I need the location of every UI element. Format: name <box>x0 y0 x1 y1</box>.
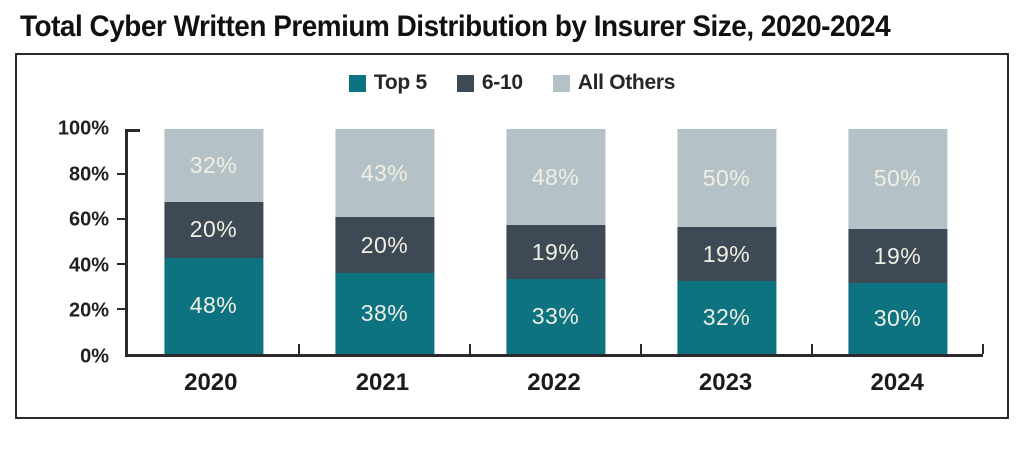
legend-item-all-others: All Others <box>552 71 676 95</box>
bar-segment-label: 43% <box>360 159 409 186</box>
x-axis-label: 2020 <box>184 369 238 396</box>
bar-segment: 32% <box>676 281 777 354</box>
bar-segment-label: 48% <box>531 163 580 190</box>
bar-segment: 19% <box>676 227 777 282</box>
bar-segment: 48% <box>163 257 264 354</box>
stacked-bar: 32% 20% 48% <box>163 129 264 354</box>
legend: Top 5 6-10 All Others <box>17 71 1007 95</box>
stacked-bar: 48% 19% 33% <box>505 129 606 354</box>
bar-segment-label: 20% <box>189 216 238 243</box>
stacked-bar: 43% 20% 38% <box>334 129 435 354</box>
y-tick-label: 60% <box>68 208 109 231</box>
x-axis-label: 2024 <box>870 369 924 396</box>
x-axis-tick <box>811 344 813 354</box>
stacked-bar: 50% 19% 30% <box>847 129 948 355</box>
plot-row: 0% 20% 40% 60% 80% 100% 32% 20% 48% 43% 20% 38% 48%… <box>17 118 1007 368</box>
bar-segment-label: 50% <box>873 165 922 192</box>
bar-segment: 33% <box>505 279 606 354</box>
bar-segment-label: 19% <box>702 240 751 267</box>
y-tick <box>117 308 125 310</box>
bar-segment-label: 38% <box>360 299 409 326</box>
bar-segment-label: 20% <box>360 231 409 258</box>
y-axis-top-cap <box>128 129 140 132</box>
plot-area: 32% 20% 48% 43% 20% 38% 48% 19% 33% 50% 19% 32% 50% 1… <box>117 129 984 357</box>
bar-segment: 20% <box>334 217 435 273</box>
legend-label-6-10: 6-10 <box>481 71 523 94</box>
legend-label-all-others: All Others <box>577 71 676 94</box>
bar-segment: 19% <box>505 225 606 280</box>
bar-column: 50% 19% 30% <box>812 129 984 355</box>
x-axis-tick <box>982 344 984 354</box>
bar-segment-label: 48% <box>189 292 238 319</box>
bar-segment: 50% <box>847 129 948 229</box>
bar-column: 48% 19% 33% <box>470 129 642 354</box>
bar-segment-label: 30% <box>873 305 922 332</box>
bar-segment: 19% <box>847 228 948 284</box>
bar-column: 32% 20% 48% <box>128 129 300 354</box>
y-tick-label: 80% <box>68 163 109 186</box>
bar-segment: 30% <box>847 283 948 355</box>
legend-label-top5: Top 5 <box>373 71 427 94</box>
bar-segment-label: 19% <box>873 242 922 269</box>
bar-segment: 38% <box>334 272 435 354</box>
legend-item-6-10: 6-10 <box>456 71 523 95</box>
x-axis-spacer <box>17 369 125 397</box>
x-axis-row: 2020 2021 2022 2023 2024 <box>17 369 1007 397</box>
chart-container: Top 5 6-10 All Others 0% 20% 40% 60% 80% 100%… <box>15 53 1009 419</box>
y-tick <box>117 218 125 220</box>
x-axis-tick <box>469 344 471 354</box>
y-tick-label: 20% <box>68 299 109 322</box>
bar-segment-label: 32% <box>702 304 751 331</box>
bar-segment: 50% <box>676 129 777 228</box>
y-tick-label: 100% <box>57 117 109 140</box>
x-axis-tick <box>298 344 300 354</box>
stacked-bar: 50% 19% 32% <box>676 129 777 354</box>
y-tick <box>117 263 125 265</box>
bar-segment: 48% <box>505 129 606 226</box>
legend-swatch-6-10-icon <box>456 74 474 92</box>
legend-swatch-all-others-icon <box>552 74 570 92</box>
x-axis-tick <box>640 344 642 354</box>
legend-item-top5: Top 5 <box>348 71 427 95</box>
y-tick-label: 0% <box>80 345 109 368</box>
bar-column: 43% 20% 38% <box>299 129 471 354</box>
x-axis-label: 2023 <box>698 369 753 396</box>
chart-title: Total Cyber Written Premium Distribution… <box>20 10 891 43</box>
bar-segment: 20% <box>163 202 264 258</box>
bar-columns: 32% 20% 48% 43% 20% 38% 48% 19% 33% 50% 19% 32% 50% 1… <box>128 129 984 355</box>
x-axis-label: 2022 <box>527 369 581 396</box>
x-axis-labels: 2020 2021 2022 2023 2024 <box>125 369 983 397</box>
bar-segment-label: 50% <box>702 164 751 191</box>
legend-swatch-top5-icon <box>348 74 366 92</box>
bar-segment: 32% <box>163 129 264 203</box>
bar-segment-label: 33% <box>531 303 580 330</box>
bar-segment: 43% <box>334 129 435 218</box>
y-tick <box>117 173 125 175</box>
y-axis: 0% 20% 40% 60% 80% 100% <box>17 118 125 368</box>
bar-segment-label: 32% <box>189 152 238 179</box>
page: Total Cyber Written Premium Distribution… <box>0 8 1024 451</box>
bar-segment-label: 19% <box>531 238 580 265</box>
y-tick-label: 40% <box>68 254 109 277</box>
bar-column: 50% 19% 32% <box>641 129 813 354</box>
x-axis-label: 2021 <box>355 369 410 396</box>
